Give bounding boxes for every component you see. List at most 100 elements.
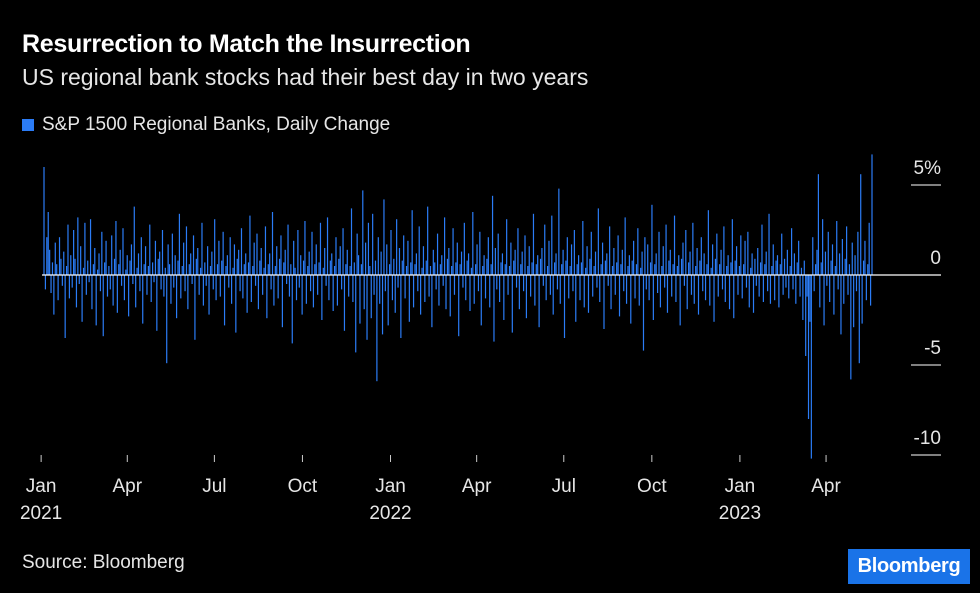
data-bar: [80, 246, 82, 275]
data-bar: [144, 246, 147, 275]
data-bar: [799, 275, 801, 297]
data-bar: [56, 264, 58, 275]
data-bar: [738, 266, 741, 275]
data-bar: [178, 213, 181, 275]
data-bar: [147, 266, 149, 275]
data-bar: [611, 266, 614, 275]
data-bar: [717, 275, 719, 297]
data-bar: [850, 275, 852, 380]
data-bar: [532, 213, 535, 275]
data-bar: [332, 275, 334, 311]
data-bar: [163, 275, 165, 297]
data-bar: [161, 230, 164, 275]
data-bar: [362, 190, 364, 275]
data-bar: [274, 266, 276, 275]
data-bar: [603, 275, 605, 329]
data-bar: [405, 266, 408, 275]
data-bar: [634, 275, 636, 299]
data-bar: [703, 253, 705, 275]
source-note: Source: Bloomberg: [22, 552, 185, 573]
data-bar: [400, 275, 402, 338]
data-bar: [85, 275, 87, 295]
data-bar: [541, 248, 543, 275]
data-bar: [174, 255, 176, 275]
data-bar: [352, 275, 354, 302]
data-bar: [706, 264, 708, 275]
data-bar: [709, 275, 711, 306]
data-bar: [579, 275, 581, 301]
data-bar: [301, 275, 303, 315]
data-bar: [695, 266, 697, 275]
data-bar: [792, 275, 794, 290]
data-bar: [551, 215, 553, 275]
data-bar: [823, 275, 825, 326]
data-bar: [767, 275, 769, 292]
data-bar: [507, 275, 509, 295]
data-bar: [621, 249, 623, 275]
data-bar: [764, 264, 766, 275]
data-bar: [150, 275, 152, 302]
data-bar: [830, 260, 832, 275]
data-bar: [589, 258, 591, 275]
data-bar: [641, 251, 643, 275]
data-bar: [46, 237, 48, 275]
data-bar: [102, 275, 104, 337]
data-bar: [324, 248, 326, 275]
data-bar: [51, 262, 54, 275]
data-bar: [280, 235, 282, 275]
data-bar: [216, 264, 219, 275]
data-bar: [264, 226, 267, 275]
data-bar: [71, 275, 73, 288]
data-bar: [231, 275, 233, 304]
legend-swatch: [22, 119, 34, 131]
data-bar: [573, 230, 575, 275]
data-bar: [67, 224, 69, 275]
data-bar: [233, 244, 236, 275]
x-tick-label: Oct: [288, 476, 318, 497]
data-bar: [683, 275, 685, 286]
data-bar: [109, 275, 111, 290]
data-bar: [651, 204, 653, 275]
data-bar: [587, 275, 590, 313]
data-bar: [673, 215, 676, 275]
data-bar: [418, 226, 420, 275]
data-bar: [434, 262, 436, 275]
data-bar: [630, 275, 632, 324]
data-bar: [333, 266, 336, 275]
data-bar: [520, 264, 522, 275]
data-bar: [562, 249, 564, 275]
data-bar: [486, 258, 488, 275]
data-bar: [97, 269, 99, 275]
data-bar: [831, 244, 834, 275]
data-bar: [294, 267, 296, 275]
data-bar: [185, 226, 188, 275]
data-bar: [116, 275, 118, 313]
data-bar: [235, 275, 237, 333]
x-tick-label: Jul: [552, 476, 576, 497]
data-bar: [65, 266, 68, 275]
data-bar: [776, 255, 779, 275]
data-bar: [212, 275, 214, 290]
data-bar: [610, 275, 612, 310]
data-bar: [871, 154, 873, 275]
data-bar: [793, 253, 796, 275]
data-bar: [658, 231, 660, 275]
data-bar: [396, 219, 398, 275]
data-bar: [617, 235, 619, 275]
data-bar: [515, 275, 518, 288]
data-bar: [864, 240, 866, 275]
data-bar: [146, 275, 148, 295]
data-bar: [473, 275, 475, 304]
data-bar: [678, 255, 680, 275]
data-bar: [734, 260, 736, 275]
data-bar: [239, 275, 241, 292]
data-bar: [245, 253, 247, 275]
x-tick-label: Oct: [637, 476, 667, 497]
data-bar: [345, 264, 347, 275]
data-bar: [841, 239, 843, 275]
data-bar: [135, 275, 137, 308]
data-bar: [373, 275, 375, 295]
data-bar: [57, 275, 59, 301]
data-bar: [380, 251, 382, 275]
